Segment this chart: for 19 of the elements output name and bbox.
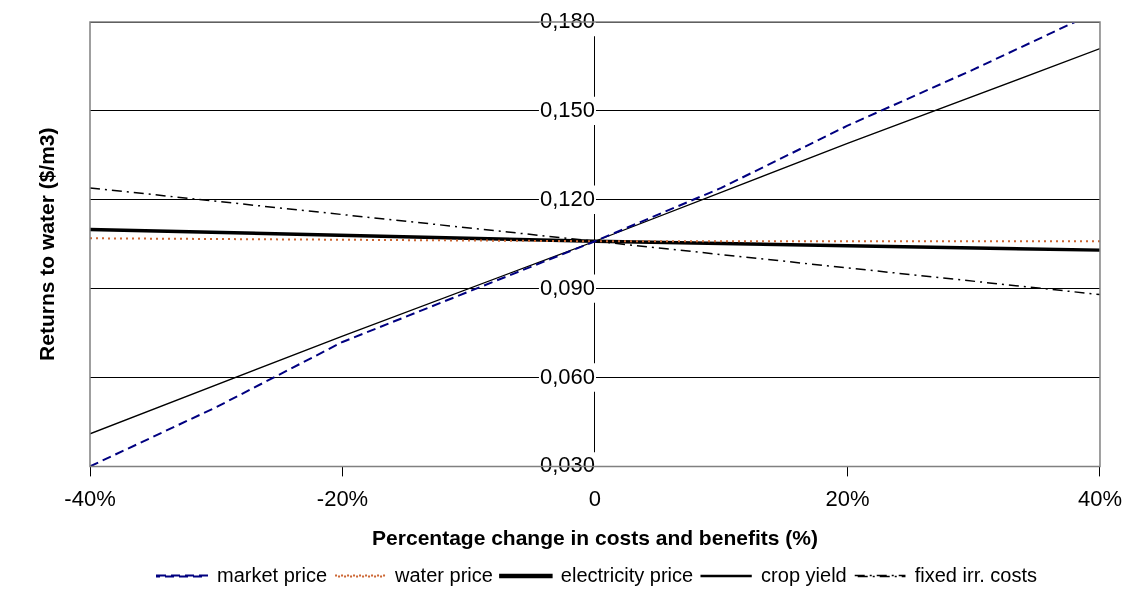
- y-tick-label: 0,090: [539, 274, 595, 300]
- y-tick-label: 0,030: [539, 452, 595, 478]
- legend-label: market price: [217, 563, 328, 586]
- y-tick-label: 0,060: [539, 363, 595, 389]
- x-tick-label: -20%: [316, 485, 369, 511]
- legend-label: crop yield: [761, 563, 847, 586]
- legend-label: electricity price: [560, 563, 694, 586]
- y-tick-label: 0,180: [539, 8, 595, 34]
- x-axis-title: Percentage change in costs and benefits (%): [372, 526, 818, 550]
- x-tick-label: 0: [588, 485, 602, 511]
- y-axis-title: Returns to water ($/m3): [34, 127, 58, 361]
- x-tick-label: 20%: [825, 485, 870, 511]
- x-tick-label: -40%: [64, 485, 116, 511]
- line-series: [90, 187, 1100, 296]
- y-tick-label: 0,120: [539, 185, 595, 211]
- legend-label: fixed irr. costs: [914, 563, 1037, 586]
- x-tick-label: 40%: [1077, 485, 1123, 511]
- legend-label: water price: [394, 563, 493, 586]
- y-tick-label: 0,150: [539, 96, 595, 122]
